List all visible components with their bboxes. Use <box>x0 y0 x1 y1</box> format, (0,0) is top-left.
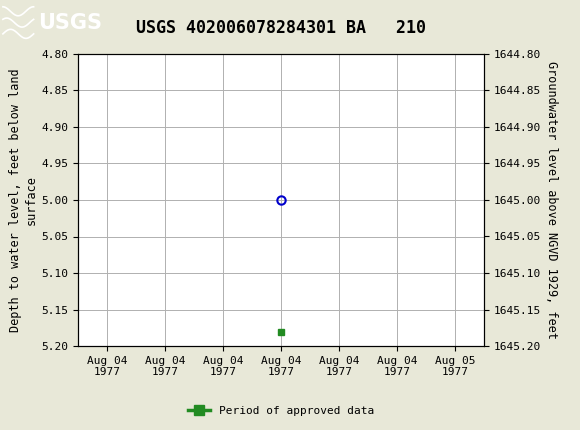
Text: USGS 402006078284301 BA   210: USGS 402006078284301 BA 210 <box>136 18 426 37</box>
Y-axis label: Groundwater level above NGVD 1929, feet: Groundwater level above NGVD 1929, feet <box>545 61 559 339</box>
Legend: Period of approved data: Period of approved data <box>184 401 379 420</box>
Text: USGS: USGS <box>38 12 102 33</box>
Y-axis label: Depth to water level, feet below land
surface: Depth to water level, feet below land su… <box>9 68 38 332</box>
